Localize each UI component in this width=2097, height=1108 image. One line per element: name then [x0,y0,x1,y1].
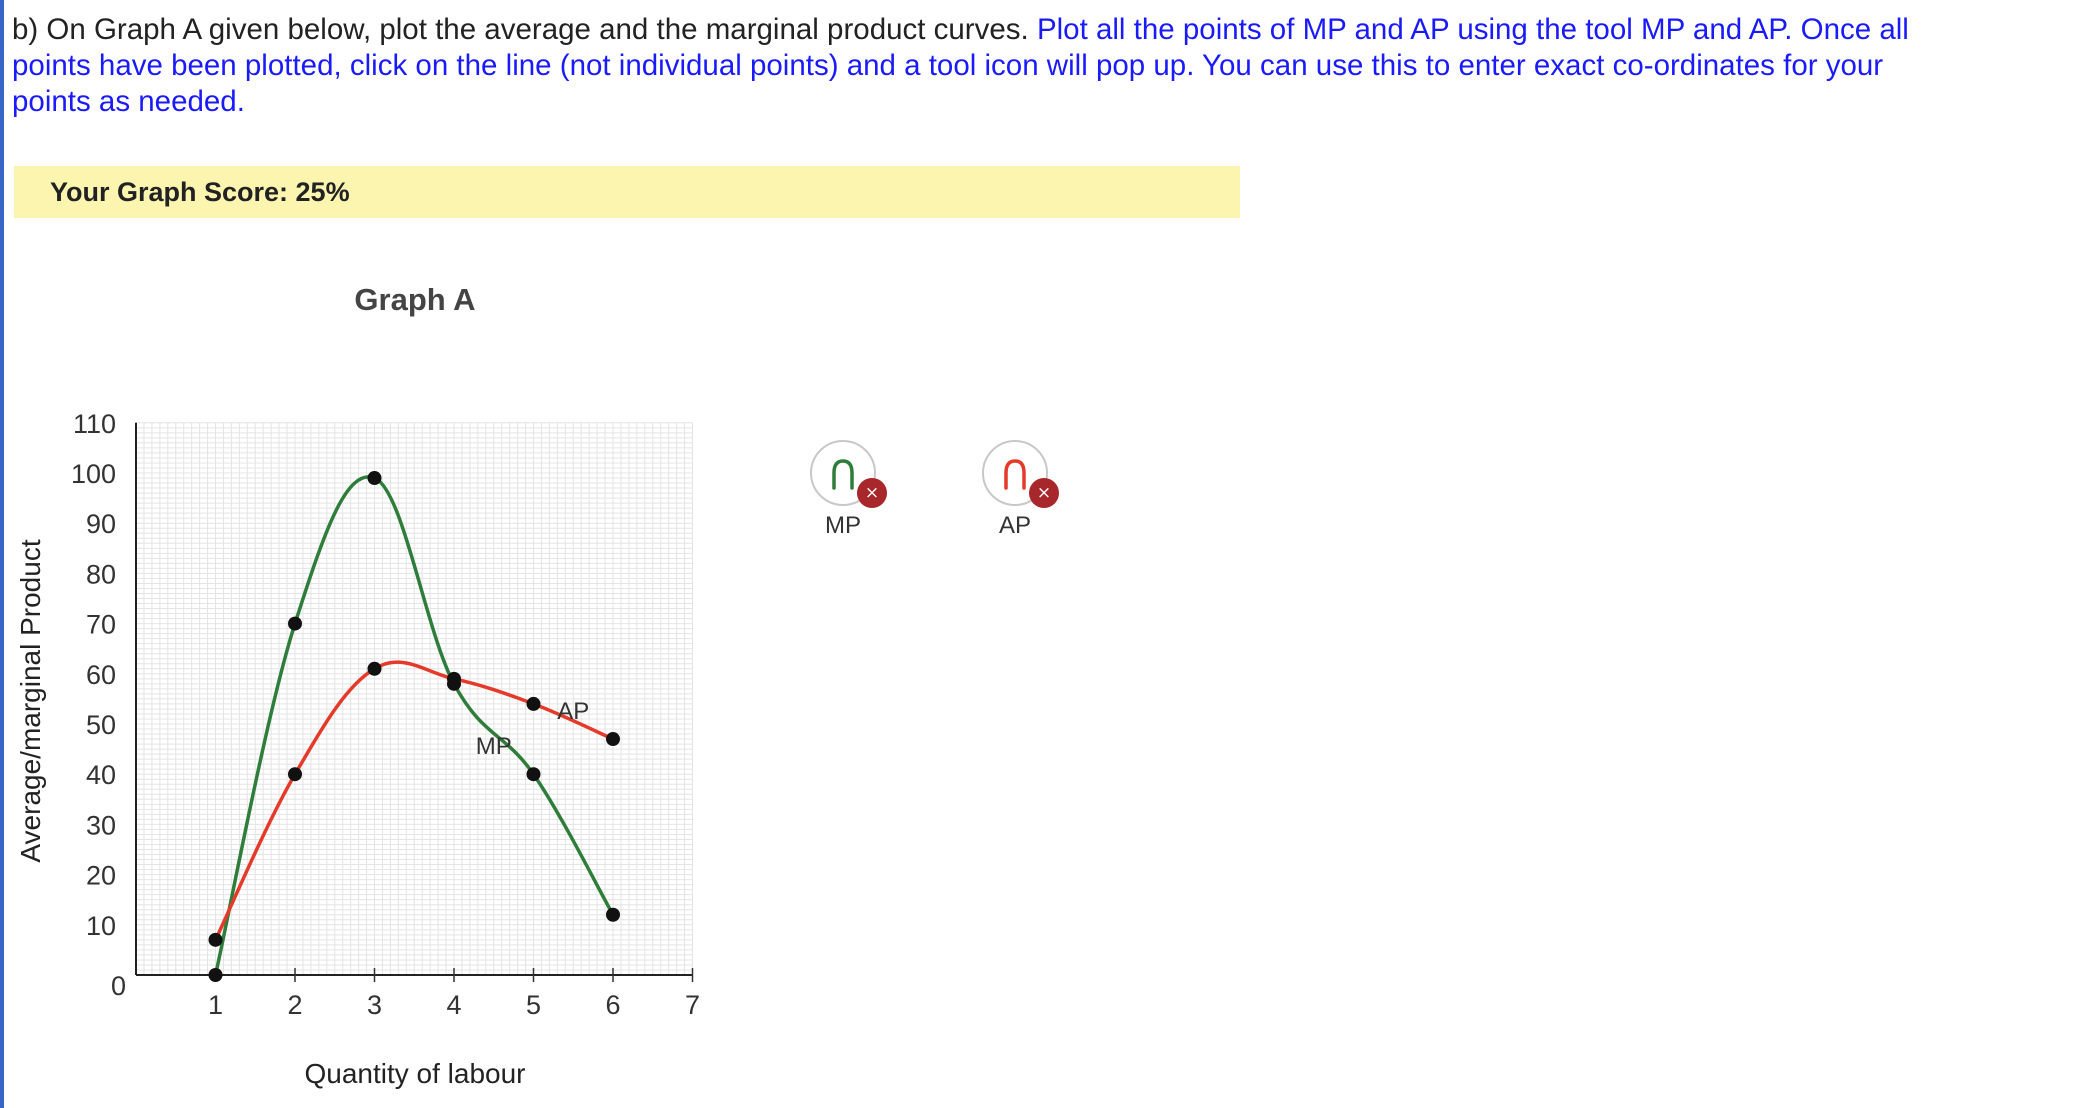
y-axis-ticks: 0 10 20 30 40 50 60 70 80 90 100 110 [71,409,126,1001]
ap-point[interactable] [288,767,302,782]
mp-point[interactable] [288,616,302,631]
y-tick-label: 80 [86,559,116,589]
y-tick-label: 20 [86,861,116,891]
x-axis-ticks: 1 2 3 4 5 6 7 [208,968,700,1020]
x-tick-label: 6 [605,990,620,1020]
y-tick-label: 30 [86,810,116,840]
y-tick-label: 10 [86,911,116,941]
ap-curve-label: AP [557,698,589,725]
arc-curve-icon [1004,459,1026,490]
mp-tool-label: MP [825,512,861,539]
mp-curve-label: MP [476,733,512,760]
ap-tool-label: AP [998,512,1031,539]
ap-point[interactable] [447,671,461,686]
mp-tool-remove-icon[interactable]: × [857,478,887,508]
y-tick-label: 0 [111,971,126,1001]
x-tick-label: 2 [287,990,302,1020]
x-tick-label: 3 [367,990,382,1020]
chart-title: Graph A [354,282,475,317]
y-tick-label: 40 [86,760,116,790]
arc-curve-icon [832,459,854,490]
y-tick-label: 50 [86,710,116,740]
y-axis-label: Average/marginal Product [15,539,46,862]
mp-point[interactable] [367,471,382,486]
chart-axes [135,422,693,976]
ap-point[interactable] [526,696,541,711]
ap-point[interactable] [208,932,223,947]
x-tick-label: 1 [208,990,223,1020]
y-tick-label: 70 [86,610,116,640]
y-tick-label: 100 [71,459,116,489]
x-tick-label: 5 [526,990,541,1020]
left-border [0,0,4,1108]
ap-point[interactable] [606,732,620,747]
mp-point[interactable] [606,907,620,922]
ap-point[interactable] [367,661,382,676]
graph-score-banner: Your Graph Score: 25% [14,166,1240,218]
instructions-text: b) On Graph A given below, plot the aver… [12,13,1037,46]
mp-tool[interactable]: × MP [780,440,920,540]
mp-point[interactable] [208,968,223,982]
ap-tool-remove-icon[interactable]: × [1029,478,1059,508]
y-tick-label: 110 [73,409,116,439]
graph-score-label: Your Graph Score: 25% [50,177,350,207]
x-tick-label: 7 [685,990,700,1020]
mp-point[interactable] [526,767,541,782]
x-tick-label: 4 [446,990,461,1020]
y-tick-label: 90 [86,509,116,539]
y-tick-label: 60 [86,660,116,690]
x-axis-label: Quantity of labour [304,1058,525,1089]
question-instructions: b) On Graph A given below, plot the aver… [12,12,1912,120]
ap-tool[interactable]: × AP [952,440,1092,540]
chart-grid [135,422,693,976]
instructions-tool-hint: Plot all the points of MP and AP using t… [12,13,1909,118]
chart-series[interactable]: MP AP [208,471,621,982]
